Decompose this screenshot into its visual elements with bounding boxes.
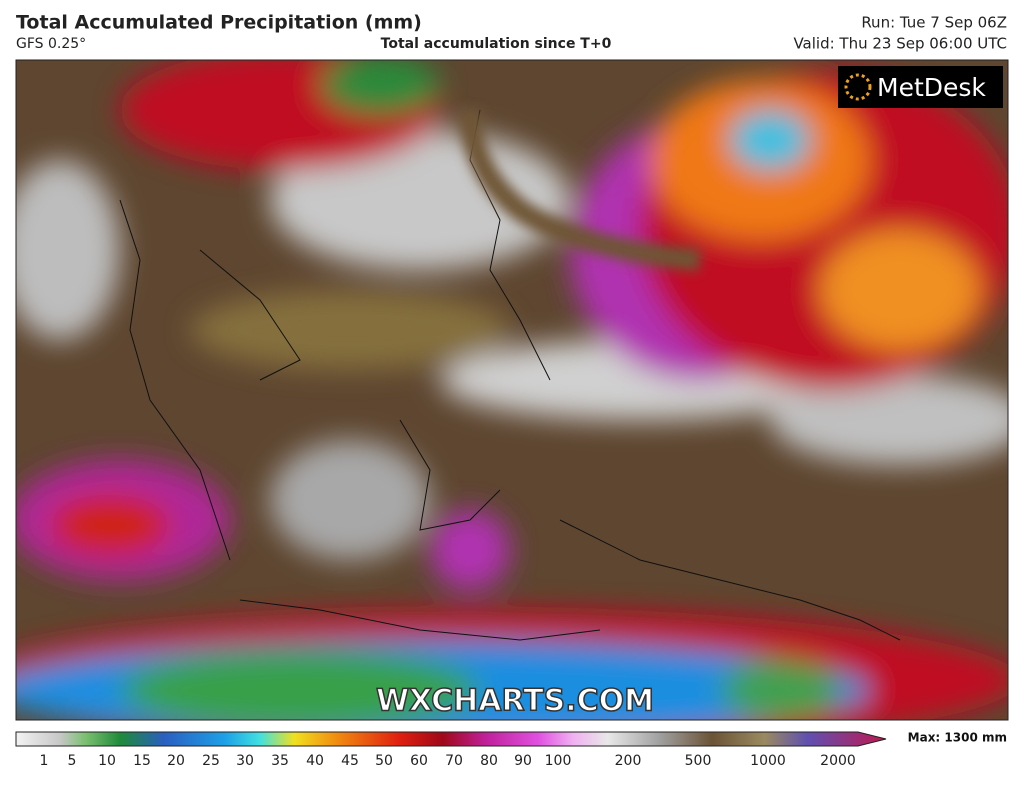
model: GFS 0.25° [16,36,86,52]
colorbar-label: 35 [271,753,289,769]
subtitle: Total accumulation since T+0 [381,36,612,52]
colorbar-label: 40 [306,753,324,769]
colorbar-ticks: 1 5 10 15 20 25 30 35 40 45 50 60 70 80 90 100 200 500 100… [40,753,856,769]
valid: Valid: Thu 23 Sep 06:00 UTC [793,35,1007,53]
colorbar-label: 1000 [750,753,786,769]
colorbar-label: 15 [133,753,151,769]
title: Total Accumulated Precipitation (mm) [16,12,422,34]
colorbar-label: 200 [615,753,642,769]
colorbar-label: 2000 [820,753,856,769]
map: MetDesk WXCHARTS.COM [16,60,1008,720]
colorbar-label: 100 [545,753,572,769]
logo: MetDesk [877,73,986,102]
colorbar-label: 25 [202,753,220,769]
watermark: WXCHARTS.COM [376,684,654,719]
colorbar-label: 10 [98,753,116,769]
colorbar-label: 80 [480,753,498,769]
colorbar-label: 45 [341,753,359,769]
colorbar-label: 30 [236,753,254,769]
colorbar-label: 90 [514,753,532,769]
colorbar-label: 70 [445,753,463,769]
colorbar-label: 500 [685,753,712,769]
colorbar-label: 20 [167,753,185,769]
colorbar-label: 50 [375,753,393,769]
run: Run: Tue 7 Sep 06Z [861,14,1007,32]
logo-box [838,66,1003,108]
colorbar-label: 1 [40,753,49,769]
colorbar-label: 60 [410,753,428,769]
colorbar [15,731,887,747]
map-frame [15,59,1009,721]
colorbar-label: 5 [68,753,77,769]
max-label: Max: 1300 mm [908,731,1007,745]
